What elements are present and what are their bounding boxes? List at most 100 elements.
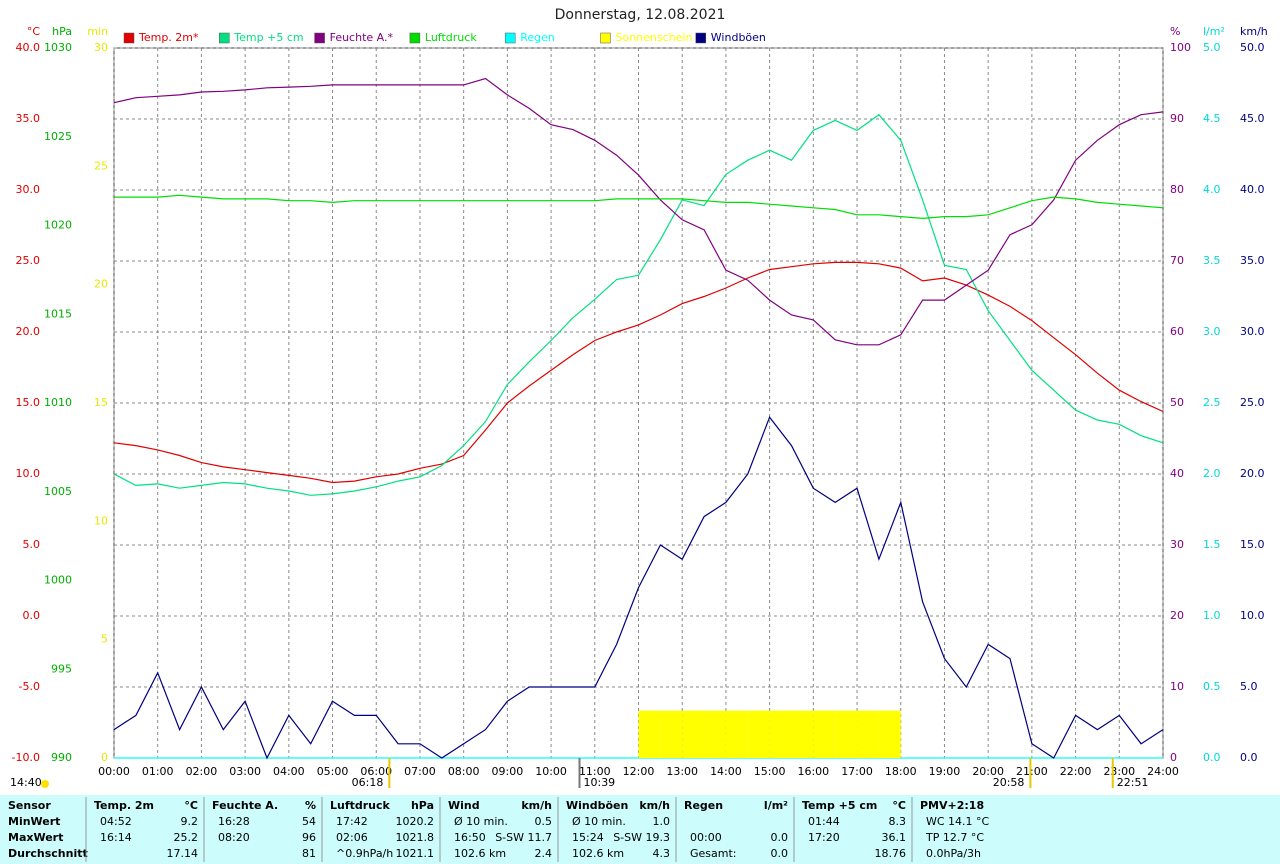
cell-left: 17:42	[336, 815, 368, 828]
y-tick-label: 10.0	[16, 467, 41, 480]
cell-right: 36.1	[882, 831, 907, 844]
cell-right: 1.0	[653, 815, 671, 828]
y-tick-label: 20.0	[1240, 467, 1265, 480]
sunshine-bar	[835, 710, 858, 758]
stats-background	[0, 795, 1280, 864]
sunshine-bar	[704, 710, 726, 758]
x-tick-label: 24:00	[1147, 765, 1179, 778]
x-tick-label: 03:00	[229, 765, 261, 778]
sunshine-bar	[747, 710, 770, 758]
sunshine-bar	[725, 710, 748, 758]
group-unit: °C	[184, 799, 198, 812]
y-tick-label: 1.5	[1203, 538, 1221, 551]
y-tick-label: 0	[1170, 751, 1177, 764]
sunshine-bar	[791, 710, 814, 758]
y-tick-label: 2.0	[1203, 467, 1221, 480]
y-tick-label: 1015	[44, 307, 72, 320]
legend-swatch	[219, 32, 230, 44]
cell-right: S-SW 11.7	[495, 831, 552, 844]
y-tick-label: 2.5	[1203, 396, 1221, 409]
sunshine-bar	[638, 710, 661, 758]
y-tick-label: 30	[94, 41, 108, 54]
y-tick-label: 40	[1170, 467, 1184, 480]
sunshine-bar	[813, 710, 836, 758]
chart-title: Donnerstag, 12.08.2021	[555, 7, 726, 23]
y-tick-label: 0.0	[23, 609, 41, 622]
y-tick-label: 50	[1170, 396, 1184, 409]
y-tick-label: -5.0	[19, 680, 40, 693]
y-tick-label: 50.0	[1240, 41, 1265, 54]
cell-right: 0.0	[771, 831, 789, 844]
y-tick-label: 5.0	[23, 538, 41, 551]
group-title: Temp. 2m	[94, 799, 154, 812]
y-tick-label: 1025	[44, 130, 72, 143]
x-tick-label: 18:00	[885, 765, 917, 778]
y-tick-label: 4.0	[1203, 183, 1221, 196]
axis-unit: %	[1170, 25, 1180, 38]
x-tick-label: 10:00	[535, 765, 567, 778]
axis-unit: l/m²	[1203, 25, 1225, 38]
row-label: MinWert	[8, 815, 60, 828]
sunshine-bar	[857, 710, 879, 758]
y-tick-label: 0.0	[1240, 751, 1258, 764]
cell-left: 02:06	[336, 831, 368, 844]
series-line	[113, 113, 1164, 496]
y-tick-label: 3.0	[1203, 325, 1221, 338]
y-tick-label: 10.0	[1240, 609, 1265, 622]
x-tick-label: 04:00	[273, 765, 305, 778]
cell-left: 08:20	[218, 831, 250, 844]
legend-label: Temp +5 cm	[233, 31, 303, 44]
time-marker-label: 20:58	[993, 776, 1025, 789]
y-tick-label: 3.5	[1203, 254, 1221, 267]
x-tick-label: 20:00	[972, 765, 1004, 778]
sunshine-bar	[682, 710, 705, 758]
y-tick-label: 5.0	[1240, 680, 1258, 693]
cell-right: 81	[302, 847, 316, 860]
cell-left: 00:00	[690, 831, 722, 844]
y-tick-label: 0	[101, 751, 108, 764]
y-tick-label: 1010	[44, 396, 72, 409]
cell-right: 0.5	[535, 815, 553, 828]
y-tick-label: 35.0	[16, 112, 41, 125]
axis-unit: km/h	[1240, 25, 1268, 38]
group-unit: km/h	[521, 799, 552, 812]
group-title: Wind	[448, 799, 480, 812]
cell-right: 54	[302, 815, 316, 828]
cell-left: ^0.9hPa/h	[336, 847, 393, 860]
cell-left: Gesamt:	[690, 847, 737, 860]
x-tick-label: 14:00	[710, 765, 742, 778]
cell-right: 25.2	[174, 831, 199, 844]
x-tick-label: 06:00	[360, 765, 392, 778]
legend-label: Feuchte A.*	[330, 31, 394, 44]
y-tick-label: 20	[1170, 609, 1184, 622]
group-unit: km/h	[639, 799, 670, 812]
x-tick-label: 23:00	[1103, 765, 1135, 778]
y-tick-label: -10.0	[12, 751, 40, 764]
x-tick-label: 11:00	[579, 765, 611, 778]
y-tick-label: 90	[1170, 112, 1184, 125]
cell-right: 0.0	[771, 847, 789, 860]
cell-left: 17:20	[808, 831, 840, 844]
cell-left: Ø 10 min.	[572, 815, 626, 828]
y-tick-label: 70	[1170, 254, 1184, 267]
y-tick-label: 45.0	[1240, 112, 1265, 125]
cell-left: 01:44	[808, 815, 840, 828]
y-tick-label: 995	[51, 662, 72, 675]
cell-left: 102.6 km	[572, 847, 624, 860]
x-tick-label: 02:00	[186, 765, 218, 778]
y-tick-label: 10	[1170, 680, 1184, 693]
x-tick-label: 09:00	[492, 765, 524, 778]
y-tick-label: 25.0	[1240, 396, 1265, 409]
time-marker-label: 10:39	[583, 776, 615, 789]
cell-right: 4.3	[653, 847, 671, 860]
y-tick-label: 5	[101, 633, 108, 646]
row-label: MaxWert	[8, 831, 63, 844]
y-tick-label: 15	[94, 396, 108, 409]
cell-left: Ø 10 min.	[454, 815, 508, 828]
sunshine-bar	[660, 710, 683, 758]
y-tick-label: 15.0	[16, 396, 41, 409]
legend-swatch	[123, 32, 135, 44]
x-tick-label: 01:00	[142, 765, 174, 778]
y-tick-label: 40.0	[1240, 183, 1265, 196]
